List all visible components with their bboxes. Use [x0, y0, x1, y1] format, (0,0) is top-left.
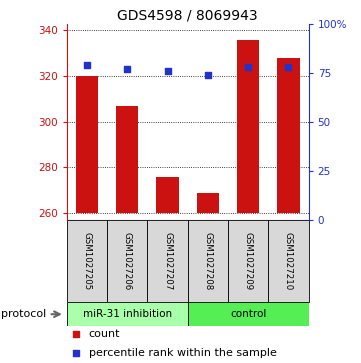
- Point: [74, 350, 79, 356]
- Bar: [237, 40, 259, 213]
- Point: [74, 331, 79, 337]
- Text: percentile rank within the sample: percentile rank within the sample: [88, 348, 277, 358]
- Point: [245, 64, 251, 70]
- Text: GSM1027205: GSM1027205: [82, 232, 91, 290]
- Bar: [197, 192, 219, 213]
- Bar: [67, 302, 188, 326]
- Text: control: control: [230, 309, 266, 319]
- Bar: [76, 76, 98, 213]
- Point: [205, 72, 211, 78]
- Text: miR-31 inhibition: miR-31 inhibition: [83, 309, 172, 319]
- Text: GSM1027209: GSM1027209: [244, 232, 253, 290]
- Point: [165, 68, 170, 74]
- Text: GSM1027207: GSM1027207: [163, 232, 172, 290]
- Point: [286, 64, 291, 70]
- Point: [124, 66, 130, 72]
- Bar: [188, 220, 228, 302]
- Bar: [268, 220, 309, 302]
- Bar: [228, 220, 268, 302]
- Bar: [188, 302, 309, 326]
- Text: GSM1027206: GSM1027206: [123, 232, 132, 290]
- Bar: [116, 106, 138, 213]
- Bar: [277, 58, 300, 213]
- Text: GSM1027210: GSM1027210: [284, 232, 293, 290]
- Text: protocol: protocol: [1, 309, 47, 319]
- Bar: [156, 176, 179, 213]
- Bar: [67, 220, 107, 302]
- Bar: [147, 220, 188, 302]
- Text: GSM1027208: GSM1027208: [203, 232, 212, 290]
- Point: [84, 62, 90, 68]
- Bar: [107, 220, 147, 302]
- Text: count: count: [88, 329, 120, 339]
- Title: GDS4598 / 8069943: GDS4598 / 8069943: [117, 8, 258, 23]
